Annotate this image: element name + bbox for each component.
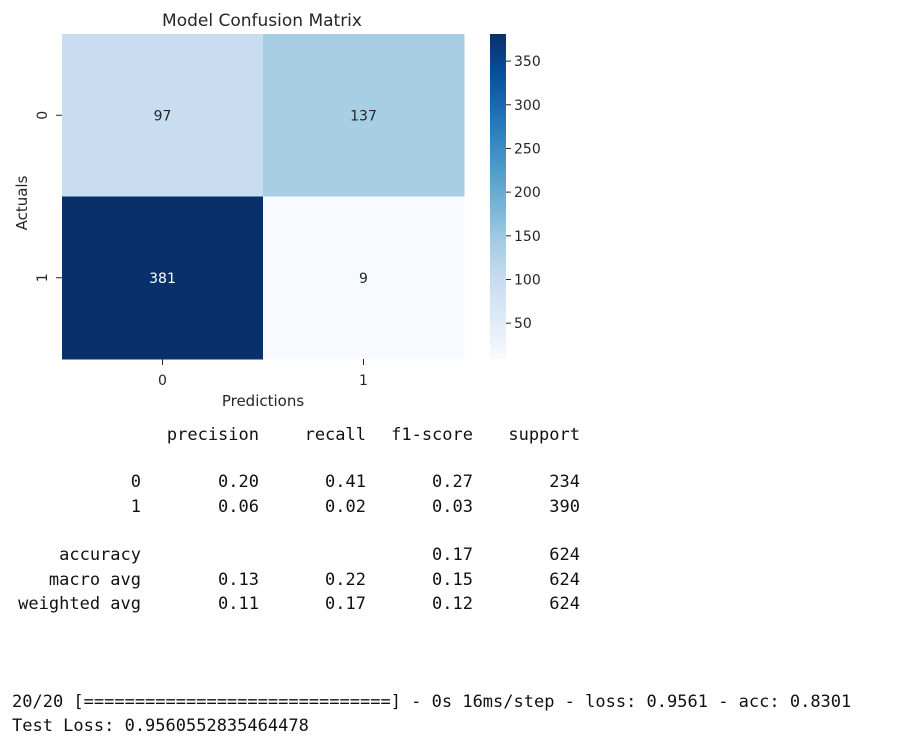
- report-row-2-label: accuracy: [59, 545, 141, 565]
- report-row-3-precision: 0.13: [218, 570, 259, 590]
- heatmap-cells: [62, 34, 465, 360]
- x-tick-label-1: 1: [359, 373, 368, 389]
- test-loss-line: Test Loss: 0.9560552835464478: [12, 716, 309, 736]
- colorbar-tick-label-6: 350: [514, 54, 541, 70]
- report-row-3-support: 624: [549, 570, 580, 590]
- colorbar-tick-label-2: 150: [514, 229, 541, 245]
- heatmap-cell-0-0: [62, 34, 264, 197]
- colorbar-ticks: 50 100 150 200 250 300 350: [506, 54, 541, 332]
- report-row-3-label: macro avg: [48, 570, 141, 590]
- heatmap-cell-labels: 97 137 381 9: [149, 108, 377, 287]
- report-row-0-recall: 0.41: [325, 472, 366, 492]
- report-row-3-f1: 0.15: [432, 570, 473, 590]
- report-row-0-f1: 0.27: [432, 472, 473, 492]
- report-row-4-precision: 0.11: [218, 594, 259, 614]
- report-header-precision: precision: [166, 425, 259, 445]
- colorbar-tick-label-3: 200: [514, 185, 541, 201]
- report-row-1-precision: 0.06: [218, 497, 259, 517]
- report-row-0-support: 234: [549, 472, 580, 492]
- colorbar: [490, 34, 506, 359]
- colorbar-tick-label-1: 100: [514, 272, 541, 288]
- report-row-4-f1: 0.12: [432, 594, 473, 614]
- colorbar-tick-label-4: 250: [514, 141, 541, 157]
- report-header-support: support: [508, 425, 580, 445]
- report-row-1-f1: 0.03: [432, 497, 473, 517]
- heatmap-cell-label-1-1: 9: [359, 271, 368, 287]
- heatmap-cell-label-1-0: 381: [149, 271, 176, 287]
- progress-line: 20/20 [==============================] -…: [12, 692, 852, 712]
- heatmap-cell-0-1: [263, 34, 465, 197]
- report-row-4-label: weighted avg: [18, 594, 141, 614]
- heatmap-cell-1-1: [263, 196, 465, 360]
- report-row-1-support: 390: [549, 497, 580, 517]
- report-row-1-recall: 0.02: [325, 497, 366, 517]
- report-row-4-support: 624: [549, 594, 580, 614]
- report-row-0-precision: 0.20: [218, 472, 259, 492]
- report-row-3-recall: 0.22: [325, 570, 366, 590]
- report-row-1-label: 1: [130, 497, 141, 517]
- heatmap-cell-label-0-0: 97: [154, 108, 172, 124]
- x-axis-label: Predictions: [222, 392, 305, 410]
- colorbar-tick-label-0: 50: [514, 316, 532, 332]
- x-tick-label-0: 0: [158, 373, 167, 389]
- report-header-recall: recall: [304, 425, 366, 445]
- chart-title: Model Confusion Matrix: [162, 11, 362, 31]
- report-row-4-recall: 0.17: [325, 594, 366, 614]
- y-tick-label-1: 1: [35, 273, 51, 282]
- report-header-f1: f1-score: [391, 425, 473, 445]
- heatmap-cell-label-0-1: 137: [350, 108, 377, 124]
- report-row-2-support: 624: [549, 545, 580, 565]
- y-axis-label: Actuals: [13, 175, 31, 230]
- y-tick-label-0: 0: [35, 111, 51, 120]
- heatmap-cell-1-0: [62, 196, 264, 360]
- y-axis-ticks: 01: [35, 111, 62, 282]
- report-row-2-f1: 0.17: [432, 545, 473, 565]
- report-row-0-label: 0: [130, 472, 141, 492]
- colorbar-tick-label-5: 300: [514, 98, 541, 114]
